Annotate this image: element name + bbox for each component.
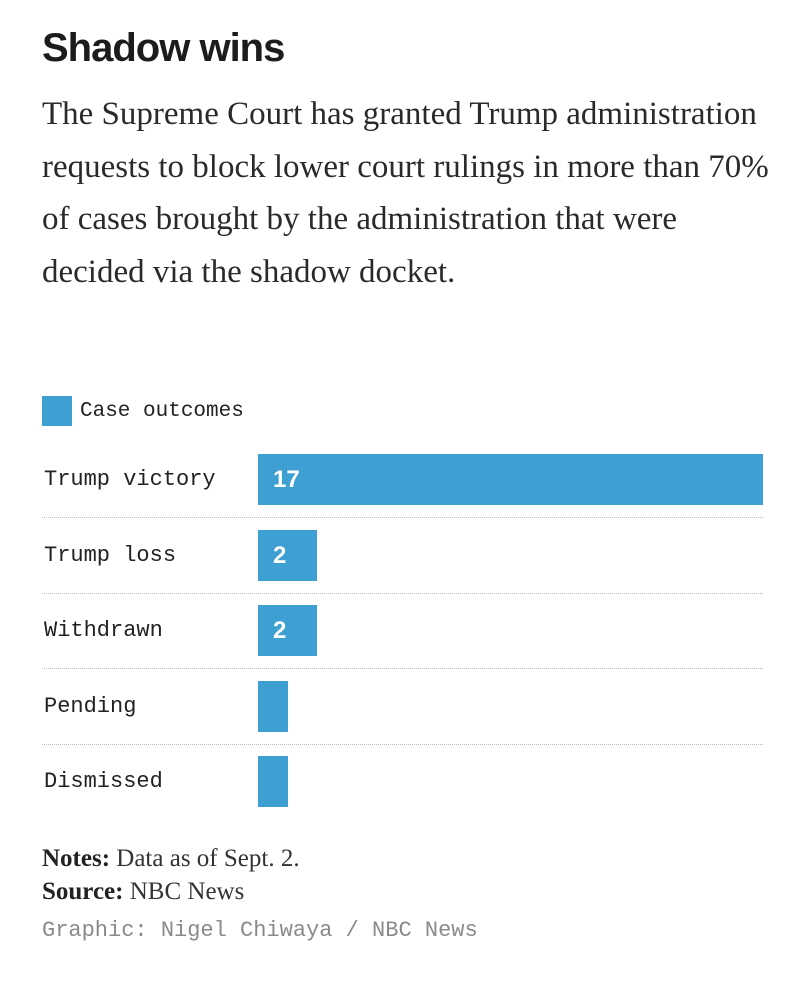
row-divider bbox=[42, 592, 763, 594]
legend-swatch bbox=[42, 396, 72, 426]
row-divider bbox=[42, 668, 763, 669]
bar: 17 bbox=[258, 454, 763, 505]
notes-line: Notes: Data as of Sept. 2. bbox=[42, 842, 300, 875]
source-label: Source: bbox=[42, 878, 124, 905]
source-text: NBC News bbox=[129, 878, 245, 905]
bar-category-label: Trump victory bbox=[44, 467, 216, 492]
bar-category-label: Pending bbox=[44, 693, 137, 719]
bar-value-label: 2 bbox=[273, 541, 287, 569]
bar-category-label: Withdrawn bbox=[44, 618, 163, 643]
bar bbox=[258, 756, 288, 807]
bar-category-label: Dismissed bbox=[44, 769, 163, 794]
source-line: Source: NBC News bbox=[42, 875, 300, 908]
row-divider bbox=[42, 517, 763, 518]
chart-subtitle: The Supreme Court has granted Trump admi… bbox=[42, 96, 769, 290]
chart-notes: Notes: Data as of Sept. 2. Source: NBC N… bbox=[42, 842, 300, 908]
bar bbox=[258, 680, 288, 732]
notes-label: Notes: bbox=[42, 845, 111, 872]
bar-category-label: Trump loss bbox=[44, 542, 177, 568]
legend-label: Case outcomes bbox=[80, 399, 244, 423]
row-divider bbox=[42, 743, 763, 745]
bar: 2 bbox=[258, 529, 317, 581]
chart-title: Shadow wins bbox=[42, 26, 285, 70]
bar-value-label: 2 bbox=[273, 617, 287, 644]
bar-value-label: 17 bbox=[273, 466, 300, 493]
notes-text: Data as of Sept. 2. bbox=[116, 845, 300, 872]
legend: Case outcomes bbox=[42, 396, 244, 426]
bar: 2 bbox=[258, 605, 317, 656]
graphic-credit: Graphic: Nigel Chiwaya / NBC News bbox=[42, 918, 478, 943]
